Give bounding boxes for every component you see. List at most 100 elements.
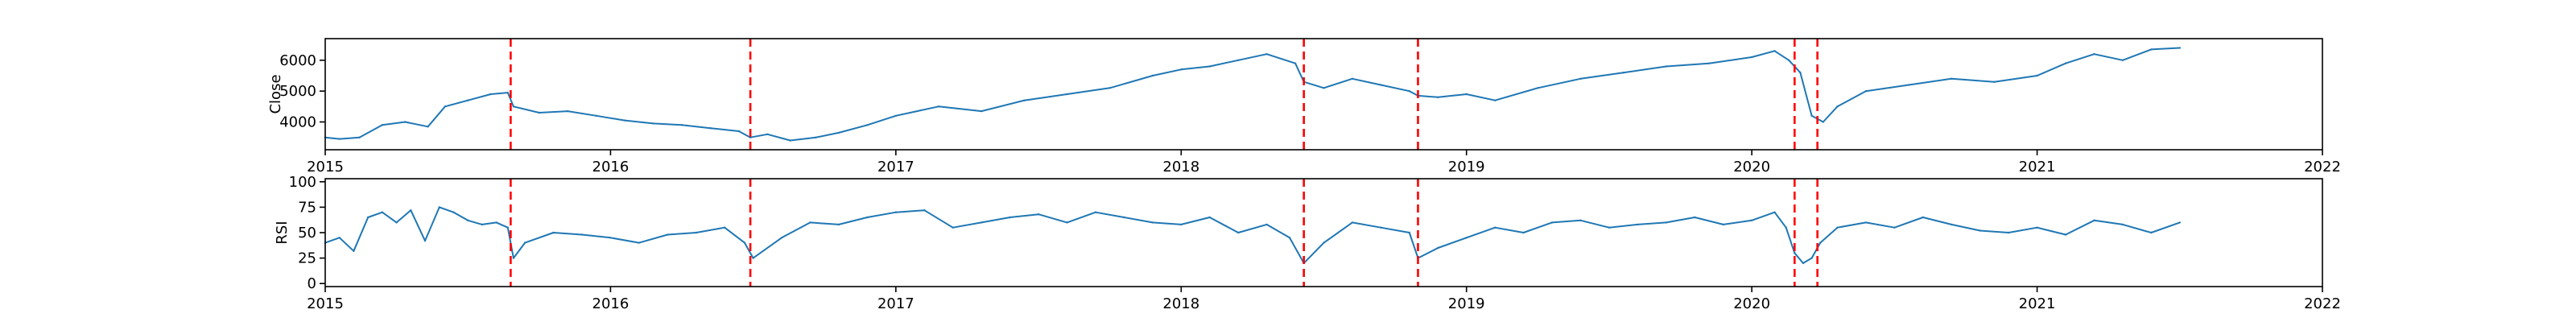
rsi-data-point <box>2007 231 2010 234</box>
rsi-y-tick-label: 0 <box>308 275 316 292</box>
close-data-point <box>709 127 712 130</box>
close-data-point <box>1265 53 1268 56</box>
rsi-data-point <box>1810 257 1813 259</box>
rsi-data-point <box>638 242 641 244</box>
close-data-point <box>1023 99 1026 101</box>
close-data-point <box>766 133 769 135</box>
rsi-x-tick-label: 2019 <box>1448 295 1485 312</box>
rsi-data-point <box>1550 221 1554 224</box>
rsi-data-point <box>1608 226 1611 229</box>
rsi-data-point <box>2121 223 2124 226</box>
close-data-point <box>595 114 597 117</box>
rsi-data-point <box>512 257 515 259</box>
rsi-data-point <box>1794 252 1796 254</box>
close-data-point <box>815 136 817 138</box>
rsi-data-point <box>1802 262 1805 265</box>
rsi-data-point <box>837 223 840 226</box>
close-data-point <box>2036 74 2038 77</box>
close-data-point <box>1351 77 1354 80</box>
rsi-data-point <box>1750 219 1753 221</box>
rsi-data-point <box>410 209 412 212</box>
close-y-axis-label: Close <box>267 74 284 114</box>
close-y-tick-label: 4000 <box>279 114 316 131</box>
rsi-data-point <box>423 239 427 242</box>
rsi-data-point <box>1437 246 1439 250</box>
close-data-point <box>1494 99 1496 101</box>
rsi-data-point <box>1237 231 1240 234</box>
rsi-data-point <box>1037 213 1040 216</box>
rsi-data-point <box>1979 229 1981 232</box>
rsi-data-point <box>2150 231 2153 234</box>
close-y-tick-label: 6000 <box>279 52 316 69</box>
close-data-point <box>2121 59 2124 62</box>
close-data-point <box>1151 74 1154 77</box>
rsi-data-point <box>1522 231 1525 234</box>
rsi-data-point <box>395 221 398 224</box>
close-data-point <box>2064 62 2067 64</box>
close-data-point <box>427 126 429 128</box>
close-data-point <box>1323 87 1325 89</box>
rsi-y-tick-label: 50 <box>298 225 316 242</box>
close-data-point <box>2178 47 2181 49</box>
rsi-data-point <box>923 209 926 212</box>
rsi-data-point <box>495 221 497 224</box>
close-data-point <box>1180 68 1183 71</box>
rsi-data-point <box>552 231 555 234</box>
rsi-data-point <box>1123 216 1125 219</box>
rsi-data-point <box>1637 223 1639 226</box>
close-data-point <box>1465 93 1468 96</box>
rsi-data-point <box>894 211 898 213</box>
close-data-point <box>538 111 540 114</box>
rsi-x-tick-label: 2017 <box>877 295 914 312</box>
close-data-point <box>381 124 384 126</box>
rsi-data-point <box>580 233 584 236</box>
rsi-data-point <box>1836 226 1839 229</box>
rsi-data-point <box>1665 221 1667 224</box>
close-data-point <box>1408 90 1411 93</box>
close-data-point <box>1750 56 1753 59</box>
close-data-point <box>652 122 654 125</box>
rsi-x-tick-label: 2015 <box>307 295 344 312</box>
close-data-point <box>1380 84 1382 86</box>
close-data-point <box>737 130 741 133</box>
rsi-data-point <box>609 237 612 239</box>
close-data-point <box>1579 77 1582 80</box>
close-data-point <box>467 99 469 101</box>
rsi-data-point <box>1951 223 1953 226</box>
close-data-point <box>1066 93 1068 96</box>
close-data-point <box>680 124 683 126</box>
close-x-tick-label: 2019 <box>1448 159 1485 175</box>
close-data-point <box>338 138 341 140</box>
close-price-panel: 2015 2016 2017 2018 2019 2020 2021 2022 4000 5000… <box>267 38 2341 175</box>
rsi-data-point <box>2036 226 2038 229</box>
close-axes-frame <box>324 38 2323 151</box>
rsi-data-point <box>1265 223 1268 226</box>
rsi-data-point <box>381 211 384 213</box>
rsi-data-point <box>1494 226 1496 229</box>
close-data-point <box>1537 87 1539 89</box>
close-x-tick-label: 2016 <box>592 159 630 175</box>
rsi-data-point <box>952 226 954 229</box>
rsi-data-point <box>506 226 509 229</box>
close-data-point <box>1773 50 1776 52</box>
close-data-point <box>837 131 840 134</box>
close-data-point <box>789 139 791 142</box>
close-data-point <box>444 105 447 108</box>
close-data-point <box>1907 84 1910 86</box>
rsi-data-point <box>1094 211 1097 213</box>
rsi-data-point <box>752 257 754 259</box>
rsi-data-point <box>980 221 983 224</box>
rsi-data-point <box>367 216 369 219</box>
close-data-point <box>404 121 407 123</box>
rsi-data-point <box>724 226 726 229</box>
rsi-x-tick-label: 2021 <box>2019 295 2056 312</box>
close-data-point <box>1622 72 1624 74</box>
rsi-data-point <box>695 231 697 234</box>
close-data-point <box>1208 65 1211 68</box>
rsi-data-point <box>1408 231 1411 234</box>
rsi-data-point <box>1694 216 1696 219</box>
rsi-data-point <box>809 221 811 224</box>
rsi-data-point <box>1465 237 1468 239</box>
close-data-point <box>1836 105 1839 108</box>
rsi-panel: 2015 2016 2017 2018 2019 2020 2021 2022 0 25 50 75 1… <box>274 174 2341 312</box>
